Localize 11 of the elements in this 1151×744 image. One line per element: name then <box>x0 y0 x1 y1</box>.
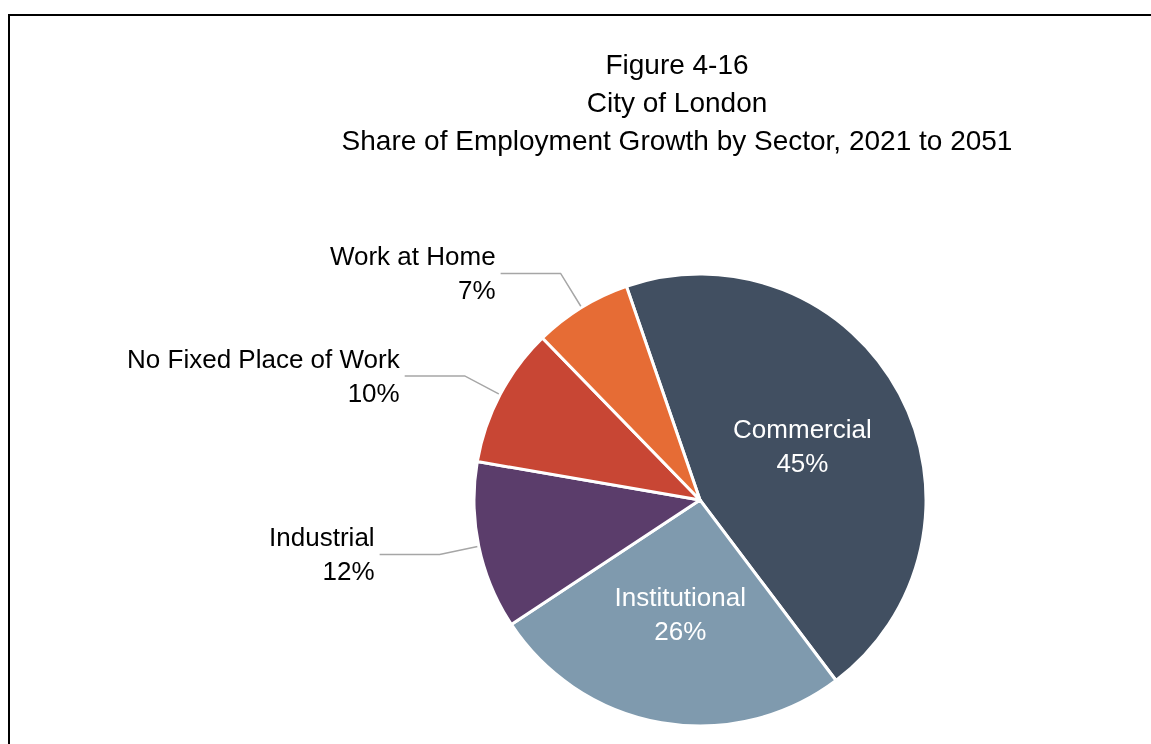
slice-label: Commercial <box>733 413 872 444</box>
data-label: 12% <box>322 556 375 587</box>
data-label: 45% <box>776 447 829 478</box>
chart-title: Figure 4-16 City of London Share of Employment Growth by Sector, 2021 to 2051 <box>341 48 1013 156</box>
data-label: 10% <box>347 377 400 408</box>
slice-label: Institutional <box>614 582 747 613</box>
data-label: 7% <box>458 275 496 306</box>
slice-label: No Fixed Place of Work <box>127 343 401 374</box>
slice-label: Work at Home <box>329 241 496 272</box>
data-label: 26% <box>654 616 707 647</box>
slice-label: Industrial <box>269 522 375 553</box>
